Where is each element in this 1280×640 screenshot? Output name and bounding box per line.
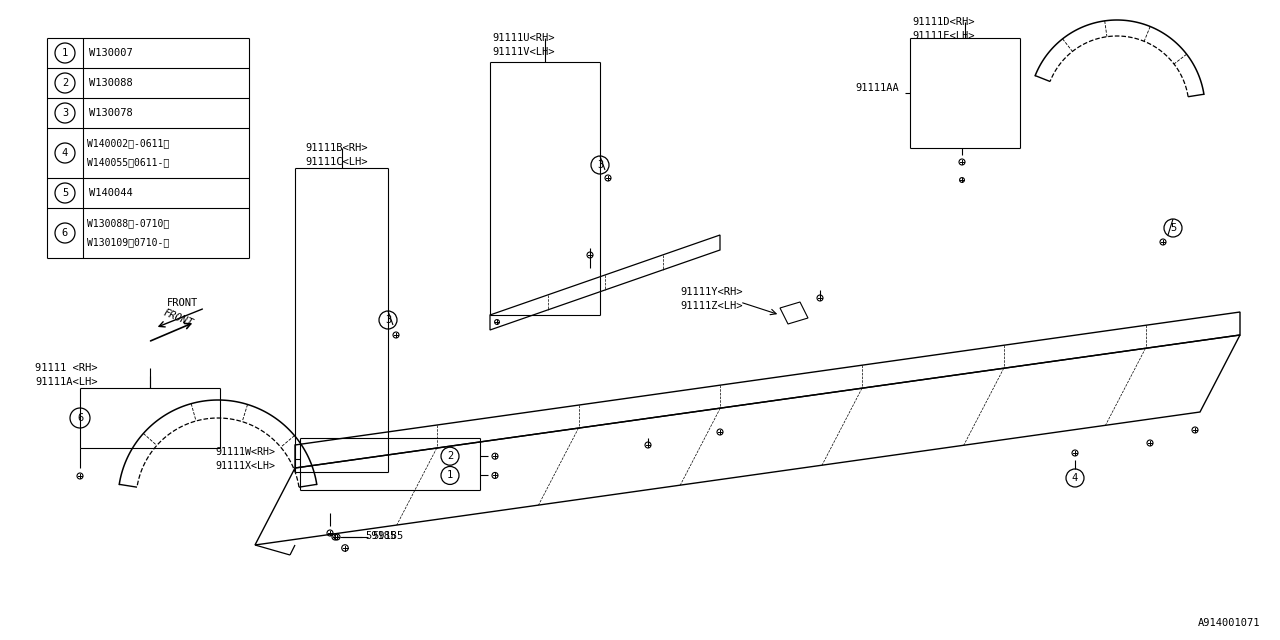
Text: W130088: W130088 [90, 78, 133, 88]
Text: W140002（-0611）: W140002（-0611） [87, 138, 169, 148]
Text: 4: 4 [1071, 473, 1078, 483]
Text: W140044: W140044 [90, 188, 133, 198]
Text: 5: 5 [1170, 223, 1176, 233]
Text: FRONT: FRONT [161, 307, 195, 328]
Text: 91111Z<LH>: 91111Z<LH> [680, 301, 742, 311]
Text: 91111 <RH>: 91111 <RH> [35, 363, 97, 373]
Text: 6: 6 [77, 413, 83, 423]
Text: W130109（0710-）: W130109（0710-） [87, 237, 169, 247]
Text: 91111B<RH>: 91111B<RH> [305, 143, 367, 153]
Text: 59185: 59185 [372, 531, 403, 541]
Text: 91111U<RH>: 91111U<RH> [492, 33, 554, 43]
Text: W130088（-0710）: W130088（-0710） [87, 218, 169, 228]
Text: 6: 6 [61, 228, 68, 238]
Text: 5: 5 [61, 188, 68, 198]
Text: 91111Y<RH>: 91111Y<RH> [680, 287, 742, 297]
Text: W130078: W130078 [90, 108, 133, 118]
Text: 91111W<RH>: 91111W<RH> [215, 447, 275, 457]
Text: 4: 4 [61, 148, 68, 158]
Text: 91111AA: 91111AA [855, 83, 899, 93]
Text: 1: 1 [61, 48, 68, 58]
Text: 91111V<LH>: 91111V<LH> [492, 47, 554, 57]
Text: 2: 2 [61, 78, 68, 88]
Text: 91111X<LH>: 91111X<LH> [215, 461, 275, 471]
Text: 91111C<LH>: 91111C<LH> [305, 157, 367, 167]
Text: 3: 3 [61, 108, 68, 118]
Text: 3: 3 [596, 160, 603, 170]
Text: 1: 1 [447, 470, 453, 481]
Text: W130007: W130007 [90, 48, 133, 58]
Text: 2: 2 [447, 451, 453, 461]
Text: A914001071: A914001071 [1198, 618, 1260, 628]
Text: 3: 3 [385, 315, 392, 325]
Text: 91111D<RH>: 91111D<RH> [911, 17, 974, 27]
Text: 91111E<LH>: 91111E<LH> [911, 31, 974, 41]
Text: 91111A<LH>: 91111A<LH> [35, 377, 97, 387]
Text: W140055（0611-）: W140055（0611-） [87, 157, 169, 167]
Text: 59185: 59185 [365, 531, 397, 541]
Text: FRONT: FRONT [168, 298, 198, 308]
